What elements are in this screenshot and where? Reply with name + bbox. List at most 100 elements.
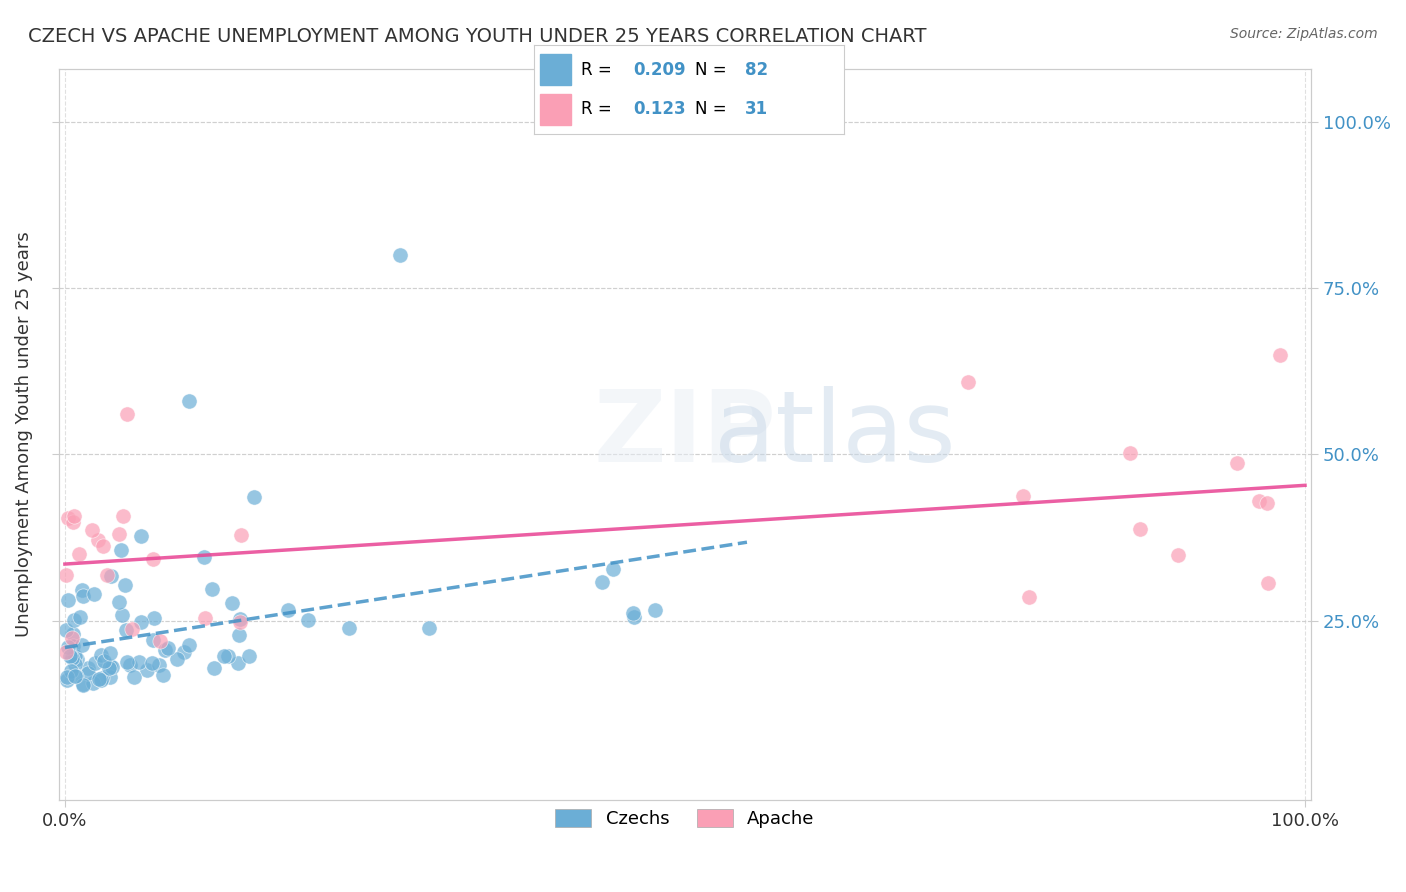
Czechs [56, 673, 79, 687]
Czechs [98, 646, 121, 660]
Legend: Czechs, Apache: Czechs, Apache [548, 801, 821, 835]
Czechs [623, 610, 645, 624]
Czechs [66, 651, 89, 665]
Text: CZECH VS APACHE UNEMPLOYMENT AMONG YOUTH UNDER 25 YEARS CORRELATION CHART: CZECH VS APACHE UNEMPLOYMENT AMONG YOUTH… [28, 27, 927, 45]
Apache [956, 376, 979, 390]
Text: R =: R = [581, 100, 617, 118]
Czechs [63, 669, 86, 683]
Bar [540, 54, 571, 85]
Czechs [135, 663, 157, 677]
Czechs [129, 529, 152, 543]
Czechs [120, 657, 142, 672]
Czechs [72, 678, 94, 692]
Czechs [77, 661, 100, 675]
Text: N =: N = [695, 61, 733, 78]
Apache [1012, 489, 1035, 503]
Czechs [193, 550, 215, 565]
Apache [111, 509, 134, 524]
Apache [80, 523, 103, 537]
Czechs [98, 659, 121, 673]
Bar [540, 94, 571, 125]
Apache [67, 547, 90, 561]
Czechs [58, 640, 80, 654]
Czechs [142, 611, 165, 625]
Czechs [152, 667, 174, 681]
Apache [142, 552, 165, 566]
Apache [62, 515, 84, 529]
Czechs [100, 670, 122, 684]
Czechs [60, 664, 83, 678]
Czechs [55, 670, 77, 684]
Apache [93, 539, 115, 553]
Y-axis label: Unemployment Among Youth under 25 years: Unemployment Among Youth under 25 years [15, 232, 32, 637]
Czechs [107, 595, 129, 609]
Czechs [229, 612, 252, 626]
Czechs [201, 582, 224, 596]
Text: atlas: atlas [714, 386, 956, 483]
Czechs [228, 628, 250, 642]
Apache [55, 645, 77, 659]
Apache [1256, 496, 1278, 510]
Apache [194, 611, 217, 625]
Czechs [591, 575, 613, 590]
Czechs [173, 644, 195, 658]
Czechs [87, 672, 110, 686]
Apache [1257, 575, 1279, 590]
Czechs [212, 649, 235, 664]
Apache [1128, 522, 1150, 536]
Czechs [142, 632, 165, 647]
Czechs [101, 660, 124, 674]
Czechs [339, 621, 361, 635]
Apache [228, 615, 250, 629]
Apache [60, 631, 83, 645]
Apache [121, 622, 143, 636]
Czechs [277, 603, 299, 617]
Czechs [129, 615, 152, 630]
Czechs [623, 606, 645, 620]
Czechs [238, 648, 260, 663]
Czechs [388, 248, 411, 262]
Czechs [70, 638, 93, 652]
Czechs [55, 623, 77, 637]
Czechs [111, 607, 134, 622]
Czechs [177, 394, 200, 409]
Apache [1270, 347, 1292, 361]
Apache [1018, 590, 1040, 604]
Czechs [217, 648, 239, 663]
Czechs [82, 675, 104, 690]
Czechs [76, 666, 98, 681]
Czechs [242, 490, 264, 504]
Czechs [100, 569, 122, 583]
Apache [108, 526, 131, 541]
Apache [1226, 456, 1249, 470]
Czechs [115, 655, 138, 669]
Czechs [602, 561, 624, 575]
Apache [115, 408, 138, 422]
Czechs [83, 586, 105, 600]
Czechs [418, 621, 440, 635]
Czechs [114, 578, 136, 592]
Czechs [59, 648, 82, 663]
Text: ZIP: ZIP [593, 386, 776, 483]
Czechs [62, 639, 84, 653]
Czechs [156, 641, 179, 656]
Czechs [644, 603, 666, 617]
Czechs [63, 657, 86, 671]
Czechs [63, 649, 86, 664]
Czechs [72, 677, 94, 691]
Czechs [90, 648, 112, 662]
Text: 0.123: 0.123 [633, 100, 686, 118]
Apache [58, 511, 80, 525]
Czechs [153, 643, 176, 657]
Czechs [177, 639, 200, 653]
Czechs [98, 661, 121, 675]
Czechs [166, 652, 188, 666]
Czechs [56, 592, 79, 607]
Czechs [90, 672, 112, 686]
Text: R =: R = [581, 61, 617, 78]
Apache [149, 634, 172, 648]
Czechs [70, 583, 93, 598]
Apache [1249, 493, 1271, 508]
Text: 31: 31 [745, 100, 768, 118]
Apache [55, 568, 77, 582]
